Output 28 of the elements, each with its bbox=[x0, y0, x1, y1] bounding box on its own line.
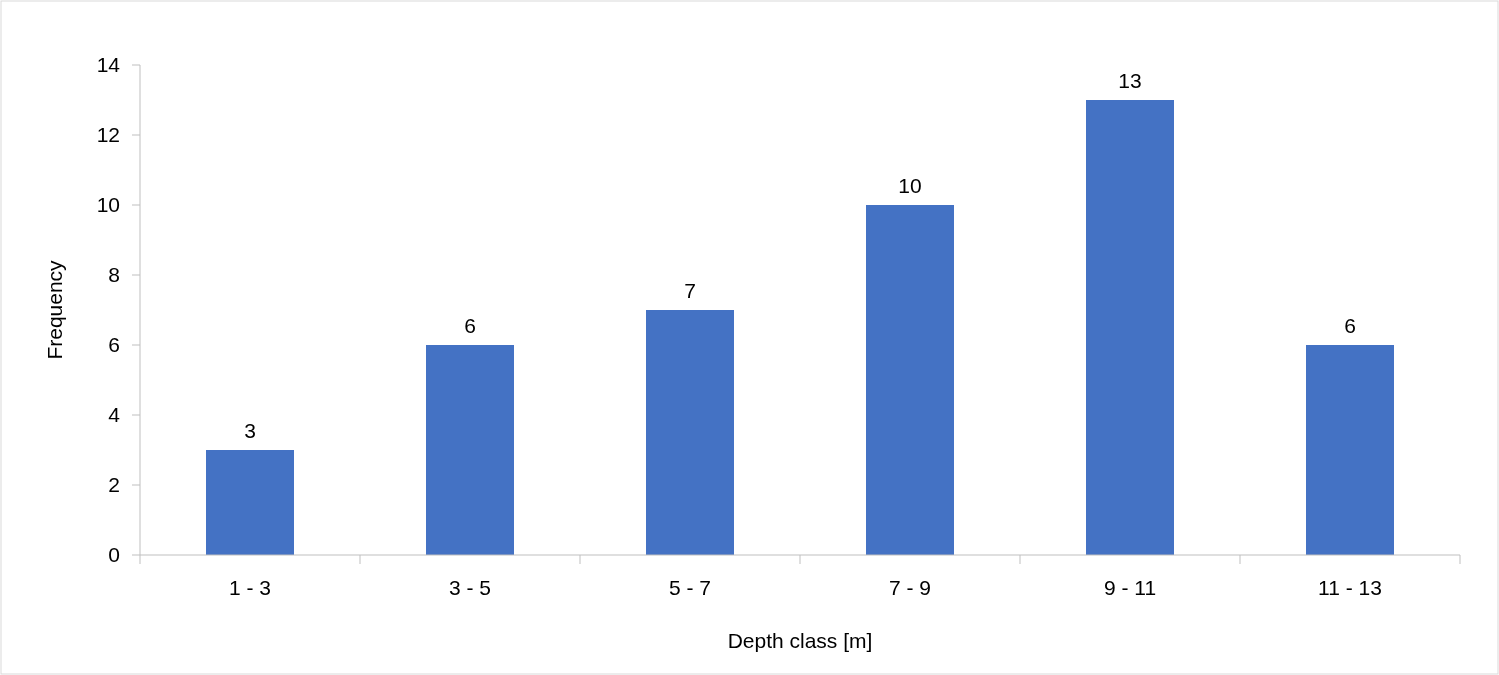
x-tick-label: 7 - 9 bbox=[888, 576, 932, 599]
y-tick-label: 10 bbox=[96, 193, 120, 217]
bar bbox=[206, 450, 294, 555]
data-label: 6 bbox=[1344, 314, 1356, 337]
y-tick-label: 14 bbox=[96, 53, 121, 77]
x-tick-label: 3 - 5 bbox=[448, 576, 492, 599]
y-tick-label: 2 bbox=[108, 473, 120, 497]
bar bbox=[1306, 345, 1394, 555]
x-tick-label: 11 - 13 bbox=[1318, 576, 1382, 599]
y-tick-label: 12 bbox=[96, 123, 120, 147]
y-tick-label: 6 bbox=[108, 333, 120, 357]
bar bbox=[646, 310, 734, 555]
x-tick-label: 1 - 3 bbox=[228, 576, 272, 599]
y-tick-label: 4 bbox=[108, 403, 121, 427]
data-label: 3 bbox=[244, 419, 256, 442]
data-label: 10 bbox=[898, 174, 922, 197]
x-tick-label: 9 - 11 bbox=[1103, 576, 1157, 599]
bar bbox=[426, 345, 514, 555]
y-tick-label: 8 bbox=[108, 263, 120, 287]
bar bbox=[1086, 100, 1174, 555]
x-tick-label: 5 - 7 bbox=[668, 576, 712, 599]
data-label: 13 bbox=[1118, 69, 1142, 92]
y-tick-label: 0 bbox=[108, 543, 120, 567]
x-axis-title: Depth class [m] bbox=[727, 629, 873, 652]
data-label: 6 bbox=[464, 314, 476, 337]
bar bbox=[866, 205, 954, 555]
y-axis-title: Frequency bbox=[43, 259, 66, 360]
data-label: 7 bbox=[684, 279, 696, 302]
